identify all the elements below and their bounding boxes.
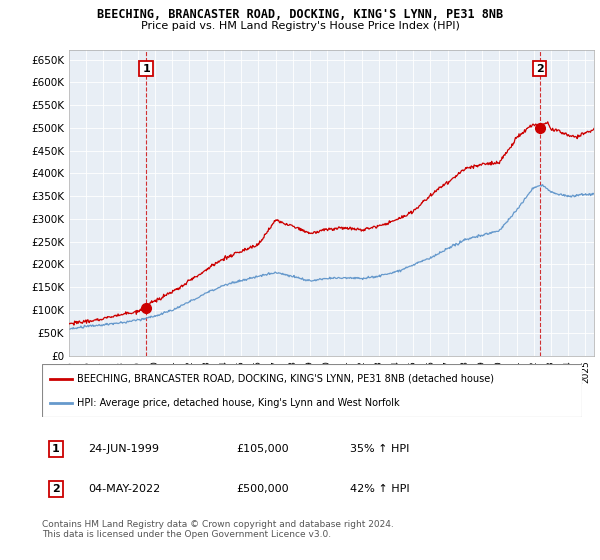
- Text: 04-MAY-2022: 04-MAY-2022: [88, 484, 160, 494]
- Text: Price paid vs. HM Land Registry's House Price Index (HPI): Price paid vs. HM Land Registry's House …: [140, 21, 460, 31]
- Text: £105,000: £105,000: [236, 444, 289, 454]
- Text: HPI: Average price, detached house, King's Lynn and West Norfolk: HPI: Average price, detached house, King…: [77, 398, 400, 408]
- Text: 35% ↑ HPI: 35% ↑ HPI: [350, 444, 409, 454]
- Text: 2: 2: [536, 64, 544, 73]
- Text: 24-JUN-1999: 24-JUN-1999: [88, 444, 159, 454]
- Text: BEECHING, BRANCASTER ROAD, DOCKING, KING'S LYNN, PE31 8NB (detached house): BEECHING, BRANCASTER ROAD, DOCKING, KING…: [77, 374, 494, 384]
- Text: BEECHING, BRANCASTER ROAD, DOCKING, KING'S LYNN, PE31 8NB: BEECHING, BRANCASTER ROAD, DOCKING, KING…: [97, 8, 503, 21]
- Text: £500,000: £500,000: [236, 484, 289, 494]
- Text: 1: 1: [142, 64, 150, 73]
- Text: 42% ↑ HPI: 42% ↑ HPI: [350, 484, 409, 494]
- Text: 2: 2: [52, 484, 59, 494]
- Text: Contains HM Land Registry data © Crown copyright and database right 2024.
This d: Contains HM Land Registry data © Crown c…: [42, 520, 394, 539]
- Text: 1: 1: [52, 444, 59, 454]
